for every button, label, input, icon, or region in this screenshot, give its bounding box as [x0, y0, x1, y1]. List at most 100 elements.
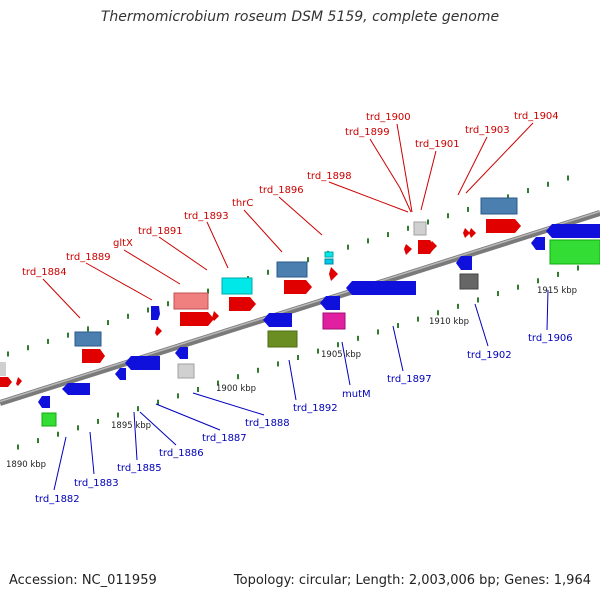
label-leader — [123, 249, 181, 285]
gene-block — [413, 221, 427, 236]
gene-arrow — [463, 228, 470, 238]
label-leader — [465, 122, 534, 194]
gene-arrow — [16, 377, 22, 386]
label-leader — [369, 138, 412, 213]
gene-arrow — [404, 244, 412, 255]
gene-arrow — [329, 267, 338, 281]
gene-label: trd_1893 — [184, 211, 229, 222]
label-leader — [155, 403, 221, 431]
genome-backbone — [0, 210, 600, 406]
gene-block — [177, 363, 195, 379]
genome-summary: Topology: circular; Length: 2,003,006 bp… — [233, 573, 591, 588]
gene-label: trd_1883 — [74, 478, 119, 489]
top-labels: trd_1884 trd_1889 gltX trd_1891 trd_1893… — [22, 111, 559, 278]
gene-arrow — [486, 219, 521, 233]
label-leader — [42, 278, 81, 319]
gene-arrow — [456, 256, 472, 270]
gene-arrow — [155, 326, 162, 336]
gene-arrow — [125, 356, 160, 370]
gene-arrow — [0, 362, 6, 376]
gene-block — [459, 273, 479, 290]
bottom-label-leaders — [53, 289, 549, 491]
gene-block — [322, 312, 346, 330]
gene-arrow — [151, 306, 160, 320]
label-leader — [192, 392, 265, 416]
label-leader — [328, 181, 409, 213]
gene-label: thrC — [232, 198, 253, 209]
gene-block — [480, 197, 518, 215]
gene-arrow — [82, 349, 105, 363]
gene-arrow — [531, 237, 545, 250]
gene-arrow — [62, 383, 90, 395]
gene-arrow — [38, 396, 50, 408]
gene-block — [74, 331, 102, 347]
gene-arrow — [175, 347, 188, 359]
gene-arrow — [115, 368, 126, 380]
gene-arrow — [469, 228, 476, 238]
gene-block — [276, 261, 308, 278]
scale-label: 1895 kbp — [111, 421, 151, 431]
label-leader — [341, 341, 351, 386]
gene-arrow — [229, 297, 256, 311]
scale-label: 1900 kbp — [216, 384, 256, 394]
gene-block — [324, 258, 334, 265]
gene-label: trd_1886 — [159, 448, 204, 459]
label-leader — [474, 303, 489, 347]
bottom-labels: trd_1882 trd_1883 trd_1885 trd_1886 trd_… — [35, 333, 573, 505]
gene-label: trd_1885 — [117, 463, 162, 474]
gene-label: trd_1906 — [528, 333, 573, 344]
gene-label: trd_1898 — [307, 171, 352, 182]
gene-label: trd_1889 — [66, 252, 111, 263]
label-leader — [139, 411, 177, 446]
label-leader — [278, 196, 323, 236]
gene-label: trd_1901 — [415, 139, 460, 150]
gene-label: trd_1884 — [22, 267, 67, 278]
scale-label: 1890 kbp — [6, 460, 46, 470]
gene-block — [173, 292, 209, 310]
gene-label: trd_1882 — [35, 494, 80, 505]
gene-label: trd_1897 — [387, 374, 432, 385]
label-leader — [420, 150, 437, 211]
map-title: Thermomicrobium roseum DSM 5159, complet… — [100, 9, 500, 25]
gene-block — [41, 412, 57, 427]
gene-arrow — [263, 313, 292, 327]
gene-arrow — [346, 281, 416, 295]
gene-arrow — [284, 280, 312, 294]
gene-label: trd_1903 — [465, 125, 510, 136]
label-leader — [206, 221, 229, 269]
gene-arrow — [180, 312, 214, 326]
top-label-leaders — [42, 122, 534, 319]
genome-backbone-highlight — [0, 210, 600, 403]
label-leader — [396, 123, 413, 213]
scale-label: 1915 kbp — [537, 286, 577, 296]
gene-block — [549, 239, 600, 265]
scale-text: 1890 kbp 1895 kbp 1900 kbp 1905 kbp 1910… — [6, 286, 577, 470]
label-leader — [546, 289, 549, 331]
scale-label: 1905 kbp — [321, 350, 361, 360]
scale-label: 1910 kbp — [429, 317, 469, 327]
gene-features-forward — [0, 197, 521, 387]
gene-block — [324, 251, 334, 258]
gene-features-reverse — [0, 224, 600, 427]
label-leader — [133, 411, 138, 461]
gene-label: trd_1891 — [138, 226, 183, 237]
gene-arrow — [418, 240, 435, 254]
label-leader — [158, 236, 208, 271]
gene-label: trd_1900 — [366, 112, 411, 123]
gene-label: gltX — [113, 238, 133, 249]
gene-label: trd_1888 — [245, 418, 290, 429]
label-leader — [85, 262, 153, 301]
gene-block — [221, 277, 253, 295]
label-leader — [89, 431, 95, 475]
gene-label: trd_1887 — [202, 433, 247, 444]
gene-arrow — [430, 241, 437, 251]
gene-label: mutM — [342, 389, 371, 400]
label-leader — [243, 209, 283, 253]
label-leader — [457, 136, 488, 196]
gene-block — [267, 330, 298, 348]
gene-label: trd_1892 — [293, 403, 338, 414]
accession-text: Accession: NC_011959 — [9, 573, 157, 588]
gene-label: trd_1904 — [514, 111, 559, 122]
gene-arrow — [212, 311, 219, 321]
